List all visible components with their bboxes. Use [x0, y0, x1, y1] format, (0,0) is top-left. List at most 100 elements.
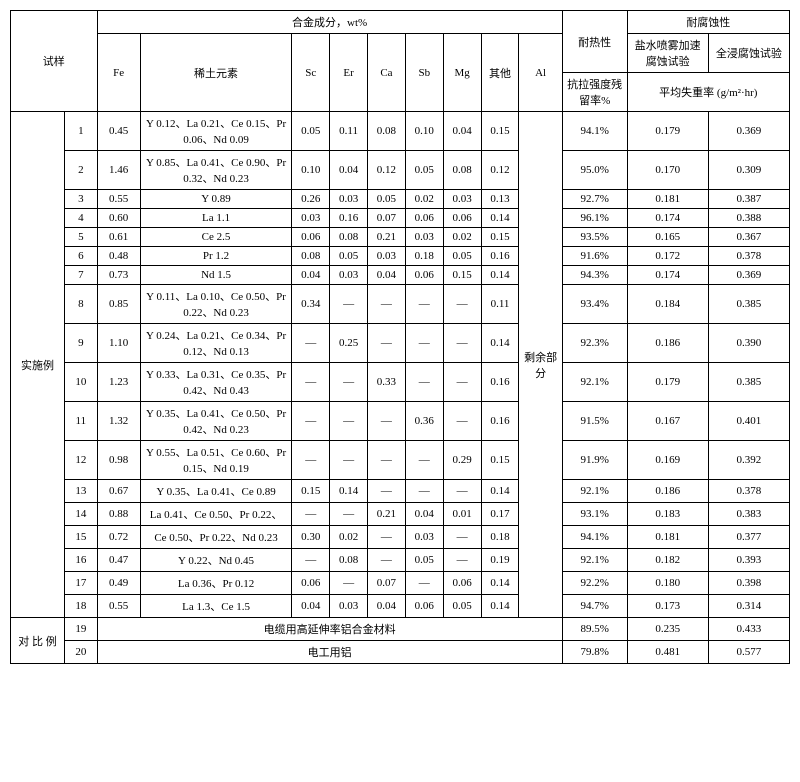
- cell: 0.03: [368, 247, 406, 266]
- cell: —: [292, 549, 330, 572]
- cell: 0.367: [708, 228, 789, 247]
- cell: 0.369: [708, 266, 789, 285]
- cell: 12: [65, 441, 97, 480]
- cell: 0.11: [481, 285, 519, 324]
- cell: 0.05: [405, 549, 443, 572]
- cell: 0.14: [481, 595, 519, 618]
- cell: 0.21: [368, 503, 406, 526]
- cell: —: [292, 402, 330, 441]
- cell: 0.06: [405, 266, 443, 285]
- cell: 0.182: [627, 549, 708, 572]
- cell: 1.32: [97, 402, 140, 441]
- cell: 0.30: [292, 526, 330, 549]
- cell: 1.23: [97, 363, 140, 402]
- cell: 0.05: [292, 112, 330, 151]
- cell: 0.05: [443, 595, 481, 618]
- cell: 0.06: [443, 209, 481, 228]
- cell: 94.7%: [562, 595, 627, 618]
- cell: —: [368, 285, 406, 324]
- cell: 0.398: [708, 572, 789, 595]
- cell: —: [292, 441, 330, 480]
- table-row: 60.48Pr 1.20.080.050.030.180.050.1691.6%…: [11, 247, 790, 266]
- cell: —: [368, 480, 406, 503]
- cell: 0.72: [97, 526, 140, 549]
- cell: 92.7%: [562, 190, 627, 209]
- sc-header: Sc: [292, 34, 330, 112]
- cell: 0.25: [330, 324, 368, 363]
- cell: 11: [65, 402, 97, 441]
- cell: 0.174: [627, 209, 708, 228]
- cell: —: [330, 503, 368, 526]
- cell: 0.88: [97, 503, 140, 526]
- cell: La 1.1: [140, 209, 291, 228]
- cell: Ce 0.50、Pr 0.22、Nd 0.23: [140, 526, 291, 549]
- cell: 0.16: [330, 209, 368, 228]
- cell: Y 0.85、La 0.41、Ce 0.90、Pr 0.32、Nd 0.23: [140, 151, 291, 190]
- cell: 0.401: [708, 402, 789, 441]
- cell: 96.1%: [562, 209, 627, 228]
- cell: Y 0.35、La 0.41、Ce 0.50、Pr 0.42、Nd 0.23: [140, 402, 291, 441]
- cell: Y 0.12、La 0.21、Ce 0.15、Pr 0.06、Nd 0.09: [140, 112, 291, 151]
- cell: —: [330, 402, 368, 441]
- cell: 0.04: [292, 595, 330, 618]
- table-row: 80.85Y 0.11、La 0.10、Ce 0.50、Pr 0.22、Nd 0…: [11, 285, 790, 324]
- cell: 91.5%: [562, 402, 627, 441]
- cell: 0.03: [330, 266, 368, 285]
- cell: 0.17: [481, 503, 519, 526]
- cell: —: [405, 480, 443, 503]
- cell: 0.48: [97, 247, 140, 266]
- cell: 0.06: [405, 595, 443, 618]
- cell: 0.04: [443, 112, 481, 151]
- cell: —: [292, 363, 330, 402]
- salt-header: 盐水喷雾加速腐蚀试验: [627, 34, 708, 73]
- cell: 0.180: [627, 572, 708, 595]
- cell: 0.16: [481, 402, 519, 441]
- cell: 0.15: [481, 441, 519, 480]
- cell: —: [443, 324, 481, 363]
- cell: 0.21: [368, 228, 406, 247]
- cell: La 0.41、Ce 0.50、Pr 0.22、: [140, 503, 291, 526]
- cell: —: [405, 285, 443, 324]
- cell: —: [443, 526, 481, 549]
- cell: 0.16: [481, 247, 519, 266]
- cell: 0.186: [627, 480, 708, 503]
- cell: 0.314: [708, 595, 789, 618]
- cell: 0.36: [405, 402, 443, 441]
- cell: 0.390: [708, 324, 789, 363]
- cell: 0.03: [330, 190, 368, 209]
- cell: Ce 2.5: [140, 228, 291, 247]
- cell: Pr 1.2: [140, 247, 291, 266]
- cell: 0.184: [627, 285, 708, 324]
- cell: 94.1%: [562, 526, 627, 549]
- table-row: 160.47Y 0.22、Nd 0.45—0.08—0.05—0.1992.1%…: [11, 549, 790, 572]
- cell: 0.04: [368, 595, 406, 618]
- table-row: 111.32Y 0.35、La 0.41、Ce 0.50、Pr 0.42、Nd …: [11, 402, 790, 441]
- table-row: 70.73Nd 1.50.040.030.040.060.150.1494.3%…: [11, 266, 790, 285]
- cell: Y 0.89: [140, 190, 291, 209]
- cell: 0.174: [627, 266, 708, 285]
- cell: 0.08: [368, 112, 406, 151]
- cell: 0.45: [97, 112, 140, 151]
- cell: 95.0%: [562, 151, 627, 190]
- cell: Y 0.55、La 0.51、Ce 0.60、Pr 0.15、Nd 0.19: [140, 441, 291, 480]
- cell: —: [405, 572, 443, 595]
- table-row: 20 电工用铝 79.8% 0.481 0.577: [11, 641, 790, 664]
- cell: 0.385: [708, 285, 789, 324]
- cell: La 0.36、Pr 0.12: [140, 572, 291, 595]
- cell: —: [405, 363, 443, 402]
- cell: 0.179: [627, 112, 708, 151]
- cell: 91.6%: [562, 247, 627, 266]
- cell: 89.5%: [562, 618, 627, 641]
- cell: 0.47: [97, 549, 140, 572]
- cell: 0.12: [368, 151, 406, 190]
- cell: 0.388: [708, 209, 789, 228]
- cell: —: [443, 285, 481, 324]
- cell: 0.14: [481, 266, 519, 285]
- cell: 7: [65, 266, 97, 285]
- cell: 93.1%: [562, 503, 627, 526]
- tensile-header: 抗拉强度残留率%: [562, 73, 627, 112]
- cell: 20: [65, 641, 97, 664]
- cell: 0.03: [443, 190, 481, 209]
- header-row-1: 试样 合金成分，wt% 耐热性 耐腐蚀性: [11, 11, 790, 34]
- cell: 0.179: [627, 363, 708, 402]
